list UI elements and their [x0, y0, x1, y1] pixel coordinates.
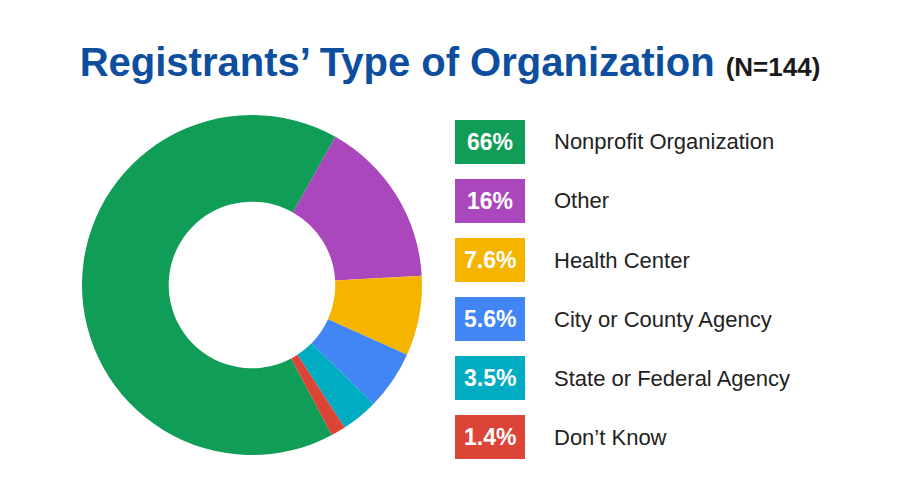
svg-text:7.6%: 7.6%	[464, 247, 516, 273]
svg-text:3.5%: 3.5%	[464, 365, 516, 391]
svg-text:Other: Other	[554, 188, 609, 213]
svg-text:16%: 16%	[467, 188, 513, 214]
svg-text:Health Center: Health Center	[554, 248, 690, 273]
svg-text:Nonprofit Organization: Nonprofit Organization	[554, 129, 774, 154]
svg-text:State or Federal Agency: State or Federal Agency	[554, 366, 790, 391]
svg-text:City or County Agency: City or County Agency	[554, 307, 772, 332]
svg-text:Don’t Know: Don’t Know	[554, 425, 667, 450]
svg-text:1.4%: 1.4%	[464, 424, 516, 450]
svg-text:66%: 66%	[467, 129, 513, 155]
svg-text:Registrants’ Type of Organizat: Registrants’ Type of Organization (N=144…	[80, 40, 821, 84]
svg-text:5.6%: 5.6%	[464, 306, 516, 332]
